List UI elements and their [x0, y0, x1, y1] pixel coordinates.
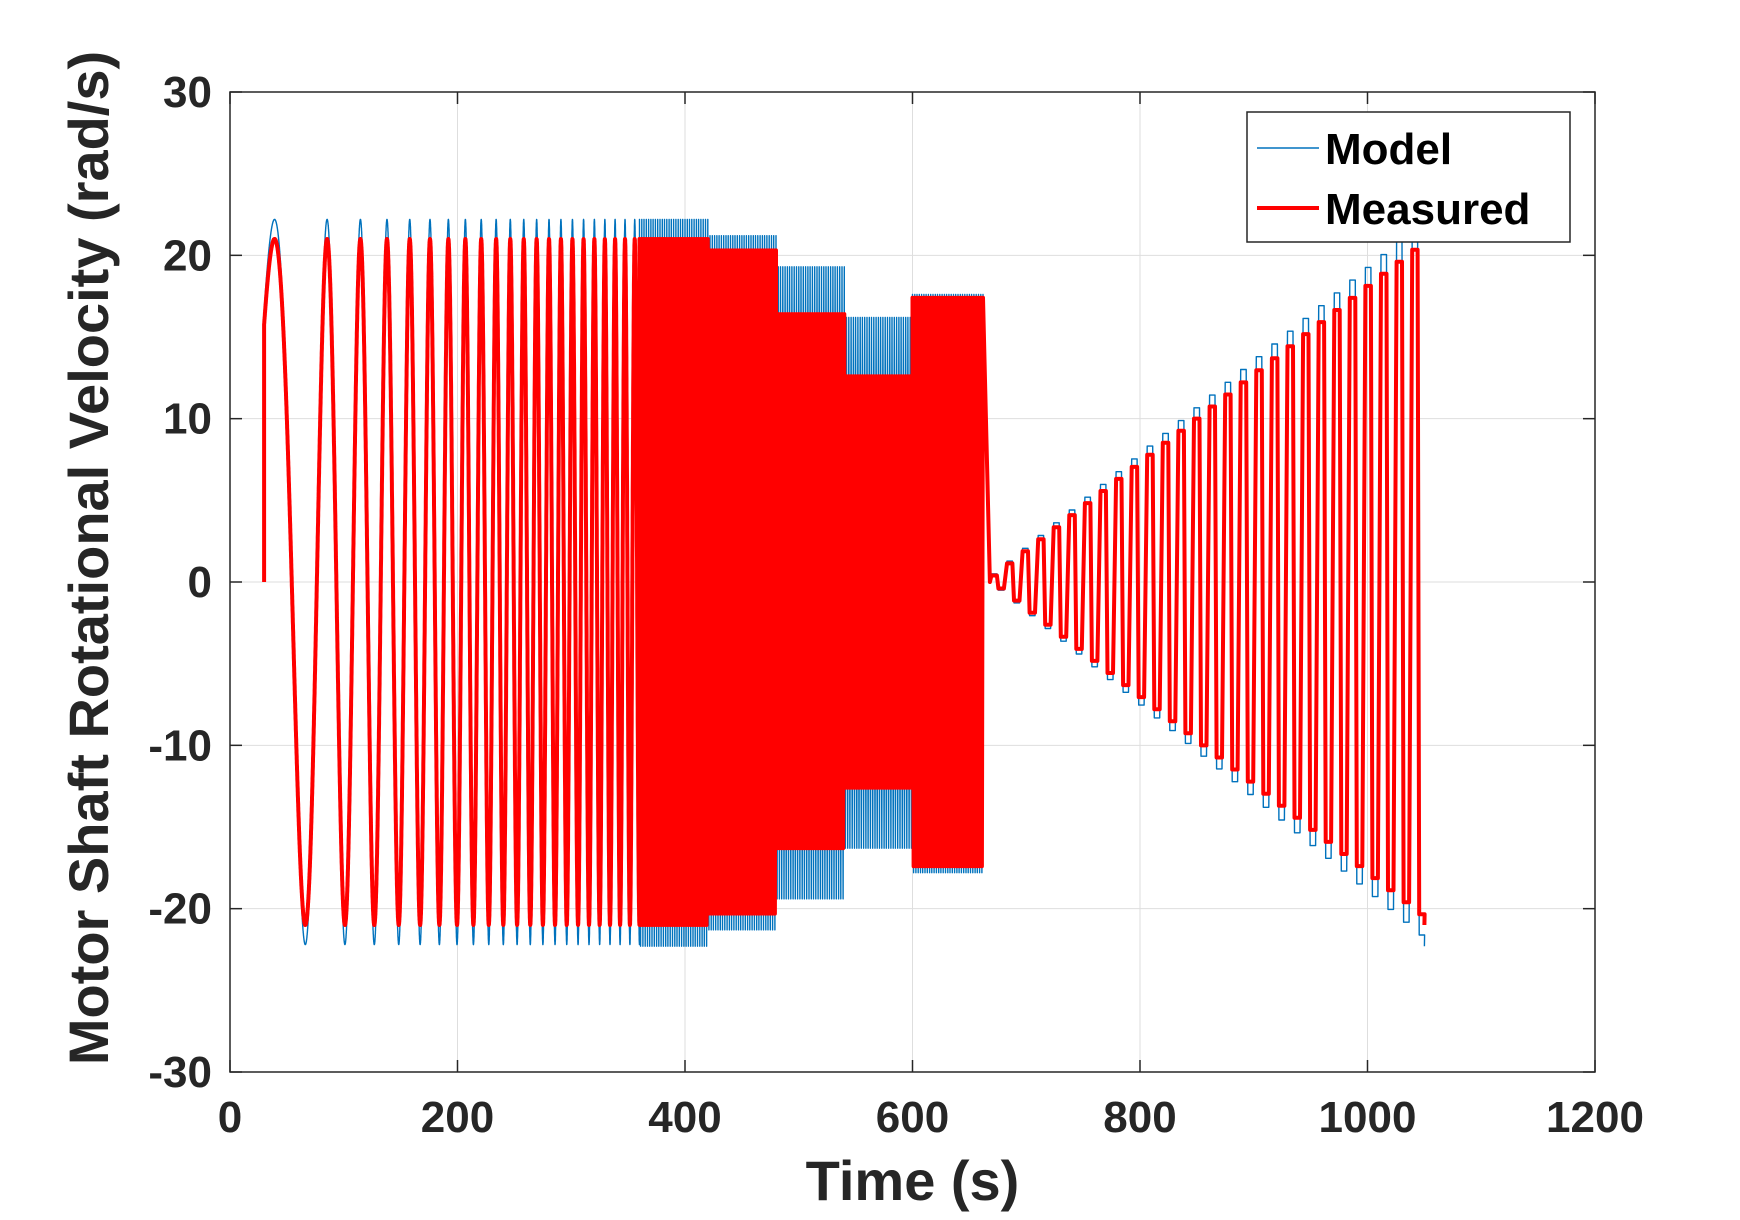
tick-marks	[229, 91, 1596, 1073]
x-tick-label: 600	[876, 1093, 949, 1142]
x-tick-label: 200	[421, 1093, 494, 1142]
legend-box	[1246, 111, 1571, 243]
x-tick-label: 400	[648, 1093, 721, 1142]
x-tick-label: 0	[218, 1093, 242, 1142]
x-tick-label: 1200	[1546, 1093, 1644, 1142]
x-tick-label: 800	[1103, 1093, 1176, 1142]
legend: Model Measured	[1246, 111, 1571, 243]
legend-label-measured: Measured	[1325, 185, 1530, 234]
y-tick-label: -30	[148, 1048, 212, 1097]
x-axis-title: Time (s)	[806, 1149, 1020, 1212]
y-axis-title: Motor Shaft Rotational Velocity (rad/s)	[57, 51, 120, 1065]
y-tick-label: -10	[148, 721, 212, 770]
legend-label-model: Model	[1325, 125, 1452, 174]
y-tick-label: 10	[163, 395, 212, 444]
plot-area	[229, 91, 1596, 1073]
series-layer	[262, 218, 1427, 947]
y-tick-label: -20	[148, 885, 212, 934]
tick-labels: 0 200 400 600 800 1000 1200 -30 -20 -10 0 10 20 30	[148, 68, 1644, 1142]
y-tick-label: 30	[163, 68, 212, 117]
y-tick-label: 20	[163, 231, 212, 280]
x-tick-label: 1000	[1319, 1093, 1417, 1142]
y-tick-label: 0	[188, 558, 212, 607]
series-line-measured	[262, 237, 1427, 927]
